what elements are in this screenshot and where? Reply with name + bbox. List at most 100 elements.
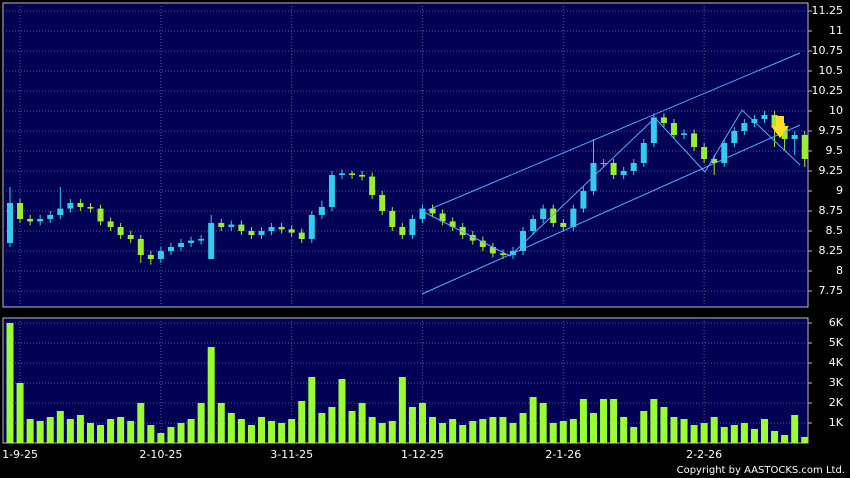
volume-bar xyxy=(509,423,517,443)
candle-body xyxy=(359,175,366,177)
candle-body xyxy=(650,117,657,143)
x-tick-label: 3-11-25 xyxy=(270,448,313,461)
candle-body xyxy=(107,221,114,227)
volume-bar xyxy=(600,399,608,443)
candle-body xyxy=(127,235,134,239)
candle-body xyxy=(499,253,506,255)
y-tick-label: 10.25 xyxy=(812,84,844,97)
candle-body xyxy=(640,143,647,163)
volume-bar xyxy=(429,417,437,443)
volume-bar xyxy=(137,403,145,443)
candle-body xyxy=(610,163,617,175)
candle-body xyxy=(77,203,84,207)
channel-lower xyxy=(421,124,801,295)
candle-body xyxy=(278,227,285,230)
candle-body xyxy=(308,215,315,239)
candle-body xyxy=(660,117,667,123)
volume-bar xyxy=(549,423,557,443)
volume-bar xyxy=(610,399,618,443)
candle-body xyxy=(328,175,335,207)
candle-body xyxy=(560,223,567,227)
candle-body xyxy=(791,135,798,139)
zigzag xyxy=(419,109,801,257)
candle-body xyxy=(268,227,275,231)
candle-body xyxy=(349,173,356,175)
volume-bar xyxy=(197,403,205,443)
candle-body xyxy=(761,115,768,119)
y-tick-label: 1K xyxy=(829,416,844,429)
volume-bar xyxy=(710,417,718,443)
price-panel xyxy=(2,2,809,308)
volume-bar xyxy=(398,377,406,443)
volume-bar xyxy=(46,417,54,443)
volume-bar xyxy=(157,433,165,443)
volume-bar xyxy=(529,397,537,443)
candle-body xyxy=(711,159,718,163)
y-tick-label: 4K xyxy=(829,356,844,369)
x-tick-label: 2-10-25 xyxy=(139,448,182,461)
candle-body xyxy=(198,239,205,241)
volume-bar xyxy=(328,407,336,443)
y-tick-label: 11.25 xyxy=(812,4,844,17)
volume-bar xyxy=(97,425,105,443)
volume-bar xyxy=(519,413,527,443)
volume-bar xyxy=(489,417,497,443)
volume-bar xyxy=(630,427,638,443)
candle-body xyxy=(369,176,376,195)
candle-body xyxy=(580,191,587,209)
volume-bar xyxy=(539,403,547,443)
x-tick-label: 1-9-25 xyxy=(2,448,38,461)
grid xyxy=(3,3,812,443)
volume-bar xyxy=(720,427,728,443)
candle-body xyxy=(620,171,627,175)
volume-bar xyxy=(338,379,346,443)
candle-body xyxy=(691,133,698,147)
candle-body xyxy=(258,231,265,235)
candle-body xyxy=(97,208,104,222)
candle-body xyxy=(419,208,426,219)
volume-bar xyxy=(278,423,286,443)
candle-body xyxy=(167,247,174,251)
volume-bar xyxy=(76,415,84,443)
volume-bar xyxy=(670,417,678,443)
volume-bar xyxy=(378,423,386,443)
volume-bar xyxy=(479,419,487,443)
candle-body xyxy=(157,251,164,259)
candle-body xyxy=(721,143,728,163)
candle-body xyxy=(550,208,557,223)
volume-bar xyxy=(559,421,567,443)
candle-body xyxy=(188,240,195,243)
candle-body xyxy=(781,127,788,139)
volume-bar xyxy=(700,423,708,443)
volume-bar xyxy=(6,323,14,443)
volume-bar xyxy=(298,401,306,443)
candle-body xyxy=(701,147,708,159)
candle-body xyxy=(37,219,44,222)
y-tick-label: 10 xyxy=(829,104,843,117)
volume-bar xyxy=(589,413,597,443)
y-tick-label: 9.5 xyxy=(826,144,844,157)
volume-bar xyxy=(56,411,64,443)
volume-bar xyxy=(348,411,356,443)
volume-bar xyxy=(187,419,195,443)
candle-body xyxy=(7,203,13,243)
volume-bar xyxy=(388,421,396,443)
volume-bar xyxy=(26,419,34,443)
candle-body xyxy=(298,232,305,239)
volume-bar xyxy=(569,419,577,443)
candle-body xyxy=(459,227,466,235)
volume-bar xyxy=(36,421,44,443)
y-tick-label: 10.75 xyxy=(812,44,844,57)
candle-body xyxy=(117,227,124,235)
volume-bar xyxy=(408,407,416,443)
y-tick-label: 2K xyxy=(829,396,844,409)
y-tick-label: 8 xyxy=(836,264,843,277)
candle-body xyxy=(147,255,154,259)
y-tick-label: 3K xyxy=(829,376,844,389)
volume-bar xyxy=(801,437,809,443)
volume-bar xyxy=(117,417,125,443)
candle-body xyxy=(137,239,144,255)
volume-bar xyxy=(247,425,255,443)
annotations xyxy=(419,52,801,295)
volume-bar xyxy=(660,407,668,443)
